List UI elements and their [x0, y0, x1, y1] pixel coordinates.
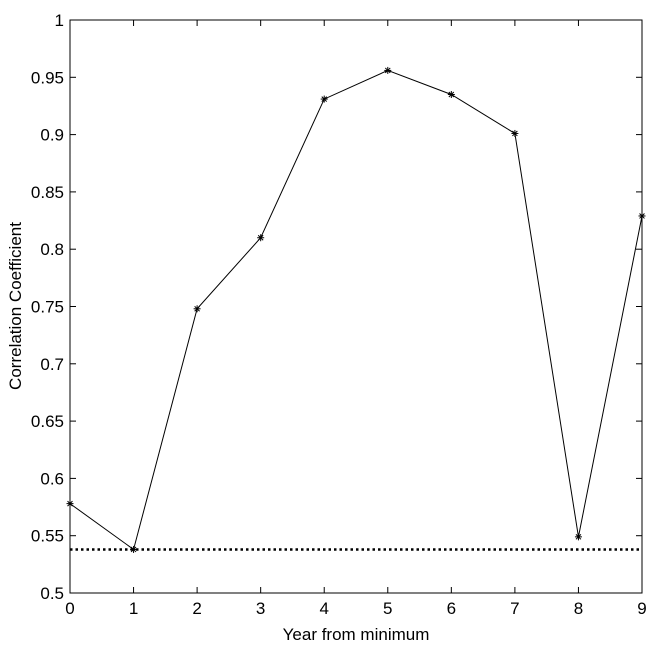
data-point [574, 533, 582, 541]
y-tick-label: 0.5 [40, 584, 64, 603]
x-tick-label: 6 [447, 599, 456, 618]
y-tick-label: 0.8 [40, 240, 64, 259]
y-tick-label: 1 [55, 11, 64, 30]
x-tick-label: 9 [637, 599, 646, 618]
x-axis-title: Year from minimum [283, 625, 430, 644]
x-axis: 0 1 2 3 4 5 6 7 8 9 [65, 20, 647, 618]
y-tick-label: 0.85 [31, 183, 64, 202]
y-axis: 0.5 0.55 0.6 0.65 0.7 0.75 0.8 0.85 0.9 0.95 1 [31, 11, 642, 603]
x-tick-label: 3 [256, 599, 265, 618]
series-line [69, 69, 643, 551]
y-tick-label: 0.65 [31, 412, 64, 431]
x-tick-label: 1 [129, 599, 138, 618]
x-tick-label: 5 [383, 599, 392, 618]
y-tick-label: 0.9 [40, 126, 64, 145]
y-tick-label: 0.6 [40, 469, 64, 488]
y-tick-label: 0.55 [31, 527, 64, 546]
data-point [130, 545, 138, 553]
data-point [257, 234, 265, 242]
x-tick-label: 7 [510, 599, 519, 618]
y-tick-label: 0.75 [31, 298, 64, 317]
x-tick-label: 2 [192, 599, 201, 618]
y-tick-label: 0.7 [40, 355, 64, 374]
data-point [193, 305, 201, 313]
plot-area [70, 20, 642, 593]
x-tick-label: 8 [574, 599, 583, 618]
y-axis-title: Correlation Coefficient [6, 222, 25, 390]
x-tick-label: 4 [319, 599, 328, 618]
x-tick-label: 0 [65, 599, 74, 618]
data-point [320, 95, 328, 103]
data-point [447, 90, 455, 98]
data-point [384, 66, 392, 74]
data-point [511, 129, 519, 137]
y-tick-label: 0.95 [31, 68, 64, 87]
